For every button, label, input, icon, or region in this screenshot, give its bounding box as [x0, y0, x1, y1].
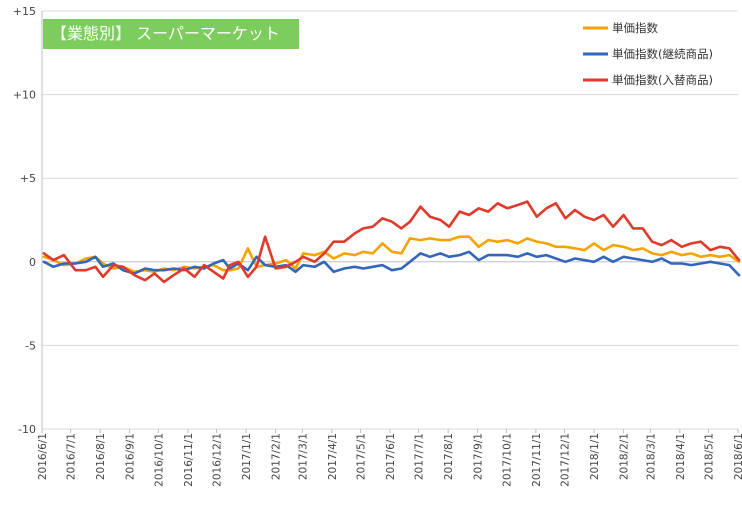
series-line-0	[42, 235, 741, 274]
x-tick-label: 2017/9/1	[473, 433, 485, 480]
x-tick-label: 2018/1/1	[589, 433, 601, 480]
x-tick-label: 2016/12/1	[211, 433, 223, 487]
y-tick-label: -10	[18, 423, 36, 436]
x-tick-label: 2017/2/1	[271, 433, 283, 480]
x-tick-label: 2017/5/1	[355, 433, 367, 480]
x-tick-label: 2018/3/1	[645, 433, 657, 480]
x-tick-label: 2017/6/1	[385, 433, 397, 480]
x-tick-label: 2018/4/1	[675, 433, 687, 480]
y-tick-label: +5	[20, 172, 36, 185]
y-tick-labels: +15 +10 +5 0 -5 -10	[13, 5, 36, 436]
y-tick-label: 0	[29, 256, 36, 269]
x-tick-labels: 2016/6/1 2016/7/1 2016/8/1 2016/9/1 2016/10/…	[37, 433, 742, 487]
series-line-1	[42, 250, 741, 277]
x-tick-label: 2016/7/1	[66, 433, 78, 480]
x-tick-label: 2016/8/1	[95, 433, 107, 480]
x-tick-label: 2017/12/1	[559, 433, 571, 487]
x-tick-label: 2017/11/1	[531, 433, 543, 487]
x-tick-label: 2016/10/1	[153, 433, 165, 487]
y-tick-label: +15	[13, 5, 36, 18]
x-tick-label: 2017/8/1	[443, 433, 455, 480]
series-lines	[42, 200, 741, 284]
legend-label-0: 単価指数	[612, 21, 658, 35]
x-tick-label: 2016/11/1	[183, 433, 195, 487]
x-tick-label: 2017/3/1	[297, 433, 309, 480]
x-tick-label: 2018/5/1	[703, 433, 715, 480]
y-tick-label: -5	[25, 339, 36, 352]
x-tick-label: 2016/6/1	[37, 433, 49, 480]
chart-title: 【業態別】 スーパーマーケット	[43, 19, 299, 49]
x-tick-label: 2017/1/1	[241, 433, 253, 480]
x-tick-label: 2018/6/1	[733, 433, 742, 480]
legend-label-1: 単価指数(継続商品)	[612, 47, 713, 61]
series-line-2	[42, 200, 741, 284]
x-tick-label: 2017/10/1	[501, 433, 513, 487]
y-tick-label: +10	[13, 89, 36, 102]
x-tick-label: 2018/2/1	[619, 433, 631, 480]
x-tick-label: 2016/9/1	[125, 433, 137, 480]
axes	[41, 11, 739, 433]
legend-label-2: 単価指数(入替商品)	[612, 73, 713, 87]
x-tick-label: 2017/4/1	[327, 433, 339, 480]
x-tick-label: 2017/7/1	[414, 433, 426, 480]
